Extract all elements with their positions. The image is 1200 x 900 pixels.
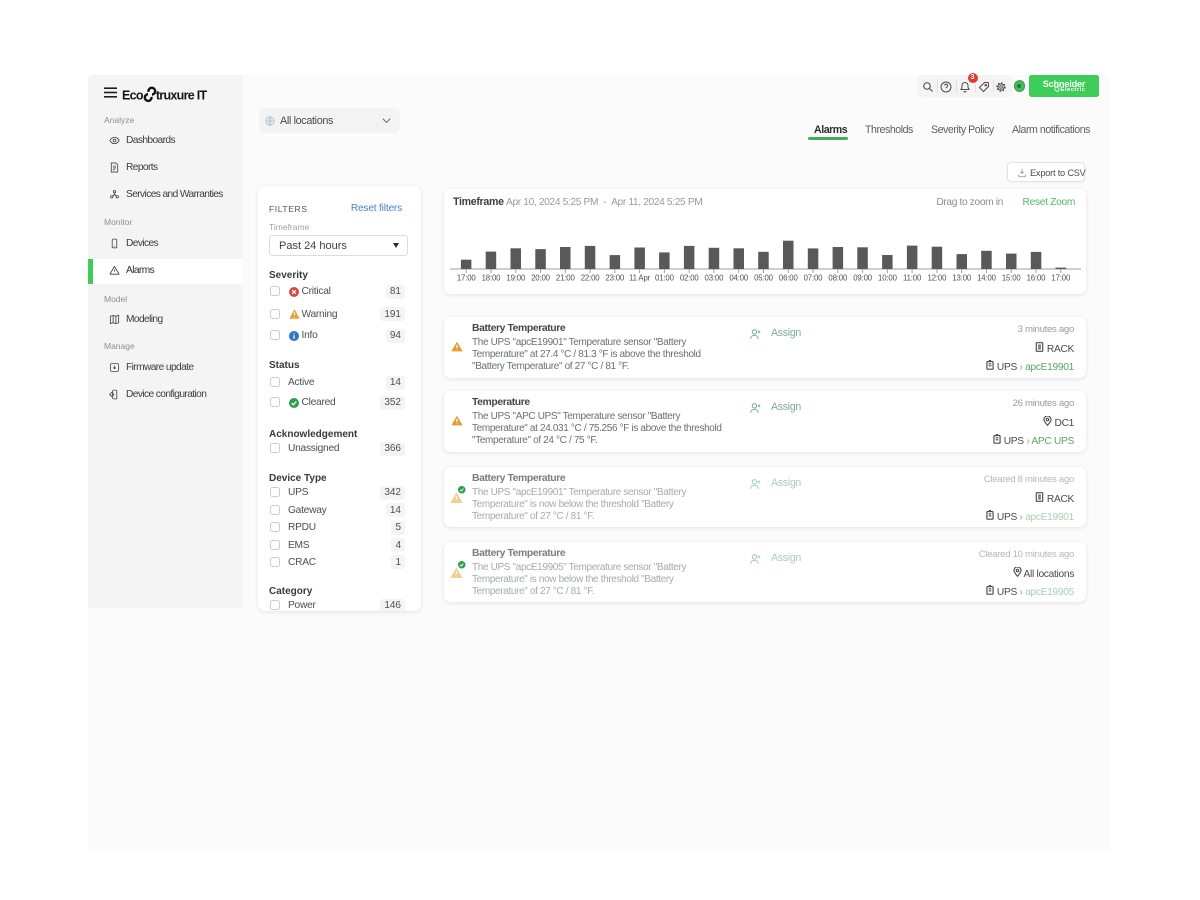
svg-text:23:00: 23:00 [605,274,625,283]
svg-text:12:00: 12:00 [928,274,948,283]
svg-text:16:00: 16:00 [1027,274,1047,283]
svg-text:03:00: 03:00 [705,274,725,283]
svg-text:09:00: 09:00 [853,274,873,283]
svg-text:06:00: 06:00 [779,274,799,283]
svg-text:21:00: 21:00 [556,274,576,283]
svg-text:01:00: 01:00 [655,274,675,283]
svg-text:15:00: 15:00 [1002,274,1022,283]
svg-text:11:00: 11:00 [903,274,922,283]
svg-text:07:00: 07:00 [804,274,824,283]
svg-text:17:00: 17:00 [1051,274,1071,283]
svg-text:19:00: 19:00 [506,274,526,283]
svg-text:22:00: 22:00 [581,274,601,283]
svg-text:02:00: 02:00 [680,274,700,283]
svg-text:04:00: 04:00 [729,274,749,283]
svg-text:18:00: 18:00 [482,274,502,283]
svg-text:13:00: 13:00 [952,274,972,283]
svg-text:17:00: 17:00 [457,274,477,283]
svg-text:11 Apr: 11 Apr [629,274,651,283]
svg-text:08:00: 08:00 [828,274,848,283]
svg-text:14:00: 14:00 [977,274,997,283]
svg-text:10:00: 10:00 [878,274,898,283]
svg-text:20:00: 20:00 [531,274,551,283]
svg-text:05:00: 05:00 [754,274,774,283]
